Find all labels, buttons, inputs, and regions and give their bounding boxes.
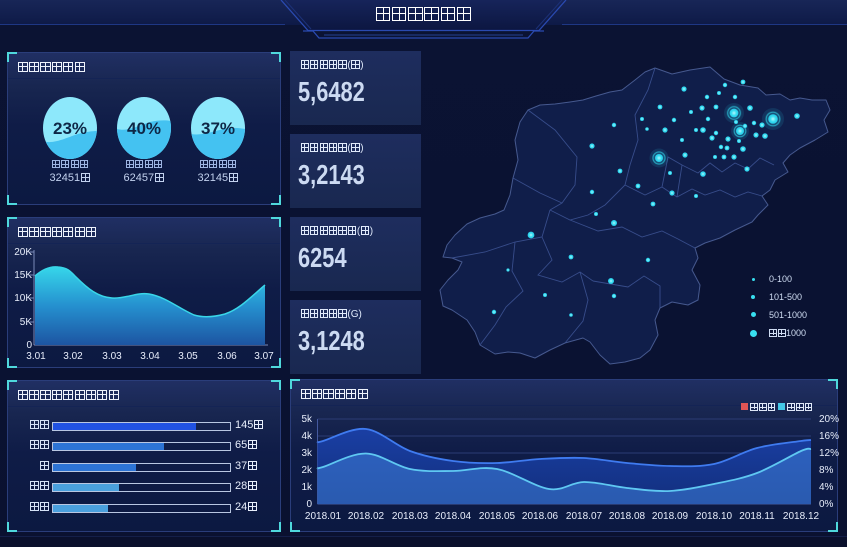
svg-text:2018.02: 2018.02	[348, 511, 385, 522]
svg-text:2018.01: 2018.01	[305, 511, 342, 522]
svg-text:3.07: 3.07	[254, 351, 274, 362]
svg-text:16%: 16%	[819, 431, 839, 442]
svg-text:5k: 5k	[301, 414, 313, 425]
svg-text:3k: 3k	[301, 448, 313, 459]
svg-text:3.02: 3.02	[63, 351, 83, 362]
svg-text:4%: 4%	[819, 482, 834, 493]
svg-text:1k: 1k	[301, 482, 313, 493]
svg-text:2018.07: 2018.07	[566, 511, 603, 522]
svg-text:20K: 20K	[14, 247, 32, 258]
svg-text:20%: 20%	[819, 414, 839, 425]
svg-text:0: 0	[306, 499, 312, 510]
svg-text:2018.06: 2018.06	[522, 511, 559, 522]
svg-text:3.03: 3.03	[102, 351, 122, 362]
svg-text:2018.11: 2018.11	[739, 511, 775, 522]
svg-text:2018.03: 2018.03	[392, 511, 429, 522]
svg-text:23%: 23%	[53, 119, 87, 138]
svg-text:2018.05: 2018.05	[479, 511, 516, 522]
svg-text:0%: 0%	[819, 499, 834, 510]
svg-text:4k: 4k	[301, 431, 313, 442]
svg-text:3.06: 3.06	[217, 351, 237, 362]
svg-text:12%: 12%	[819, 448, 839, 459]
svg-text:15K: 15K	[14, 270, 32, 281]
svg-text:3.01: 3.01	[26, 351, 46, 362]
svg-text:2018.08: 2018.08	[609, 511, 646, 522]
svg-text:0: 0	[26, 340, 32, 351]
svg-text:10K: 10K	[14, 293, 32, 304]
svg-text:3.05: 3.05	[178, 351, 198, 362]
svg-text:5K: 5K	[20, 317, 33, 328]
svg-text:3.04: 3.04	[140, 351, 160, 362]
svg-text:2018.04: 2018.04	[435, 511, 472, 522]
svg-text:2018.12: 2018.12	[783, 511, 820, 522]
svg-text:8%: 8%	[819, 465, 834, 476]
svg-text:40%: 40%	[127, 119, 161, 138]
svg-text:2018.10: 2018.10	[696, 511, 733, 522]
svg-text:2018.09: 2018.09	[652, 511, 689, 522]
svg-text:2k: 2k	[301, 465, 313, 476]
svg-text:37%: 37%	[201, 119, 235, 138]
